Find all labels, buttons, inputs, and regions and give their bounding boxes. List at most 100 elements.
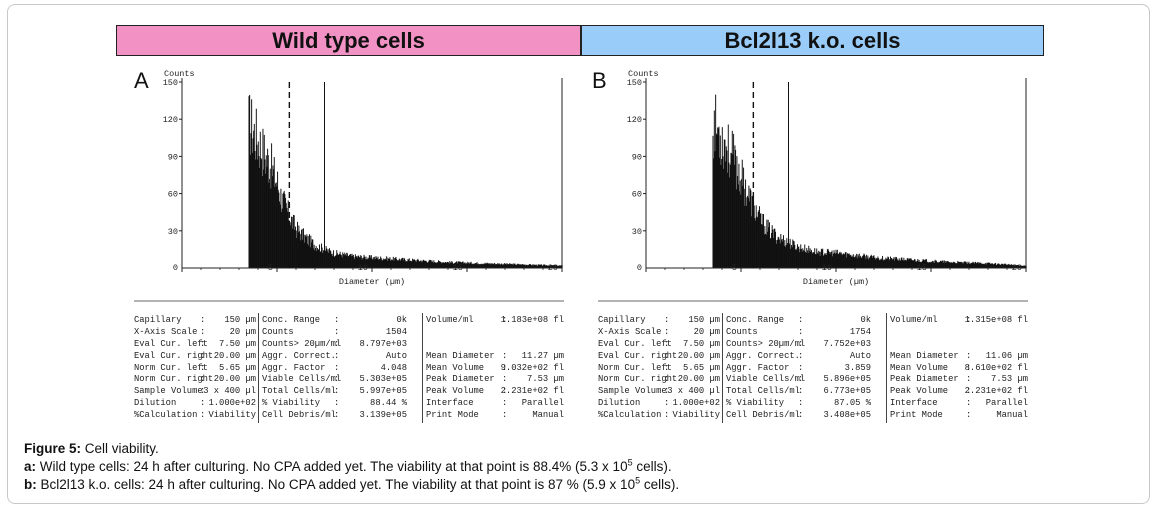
histogram-bar [490,263,492,268]
stats-row: Eval Cur. right:20.00 µm [598,351,720,363]
histogram-bar [406,261,408,268]
stats-row: Eval Cur. left: 7.50 µm [598,339,720,351]
stats-key: Mean Diameter [426,350,495,361]
histogram-bar [997,263,999,268]
stats-row: Mean Volume:9.032e+02 fl [426,363,564,375]
histogram-bar [328,252,330,268]
histogram-bar [894,256,896,268]
histogram-bar [737,184,739,268]
histogram-bar [348,254,350,268]
histogram-bar [530,264,532,268]
histogram-bar [505,263,507,268]
histogram-bar [951,262,953,268]
x-tick-label: 15 [917,263,927,273]
histogram-bar [543,264,545,268]
histogram-bar [325,246,327,268]
histogram-bar [305,235,306,268]
histogram-bar [808,250,810,268]
histogram-bar [986,262,988,268]
histogram-bar [357,255,359,268]
histogram-bar [910,258,911,268]
histogram-bar [352,255,354,268]
histogram-bar [937,262,939,268]
histogram-bar [556,264,558,268]
y-tick-label: 150 [163,78,178,88]
histogram-bar [544,264,546,268]
histogram-bar [442,263,443,268]
histogram-bar [380,258,382,268]
panel-letter: A [134,68,149,93]
histogram-bar [815,254,817,268]
histogram-bar [825,253,827,268]
histogram-bar [340,254,342,268]
histogram-bar [481,263,483,268]
histogram-bar [452,263,454,268]
stats-sep: : [664,374,670,385]
histogram-bar [269,178,271,268]
histogram-bar [940,260,942,268]
histogram-bar [985,264,987,268]
histogram-bar [770,238,772,268]
histogram-bar [922,258,924,268]
histogram-bar [333,256,335,268]
histogram-bar [549,265,551,268]
histogram-bar [545,265,547,268]
histogram-bar [418,261,420,268]
stats-row [890,339,1028,351]
stats-key: Sample Volume [598,386,667,397]
stats-sep: : [502,374,508,385]
histogram-bar [322,252,324,268]
histogram-bar [1020,265,1022,268]
stats-value: 150 µm [688,315,720,325]
histogram-bar [1003,264,1005,268]
histogram-bar [498,264,500,268]
histogram-bar [499,264,501,268]
histogram-bar [789,238,791,268]
histogram-bar [398,260,400,268]
histogram-bar [1003,265,1005,268]
histogram-bar [428,259,430,268]
histogram-bar [937,262,939,268]
histogram-bar [426,261,428,268]
histogram-bar [1001,263,1003,268]
histogram-bar [889,258,891,268]
histogram-bar [745,179,747,268]
histogram-bar [458,261,460,268]
histogram-bar [862,256,864,268]
histogram-bar [408,259,410,268]
histogram-bar [1006,264,1008,268]
histogram-bar [962,261,964,268]
histogram-bar [332,256,334,268]
histogram-bar [721,127,723,269]
histogram-bar [318,249,320,268]
histogram-bar [731,153,733,268]
histogram-bar [389,257,391,268]
histogram-bar [802,250,804,268]
stats-row: Counts> 20µm/ml: 8.797e+03 [262,339,407,351]
histogram-bar [451,261,453,268]
histogram-bar [481,264,483,268]
histogram-bar [354,259,356,268]
histogram-bar [759,213,761,268]
stats-row: Volume/ml:1.183e+08 fl [426,315,564,327]
histogram-bar [884,259,886,268]
histogram-bar [364,259,366,268]
histogram-bar [368,258,370,268]
histogram-bar [518,263,520,268]
column-divider [422,313,423,423]
histogram-bar [816,248,818,268]
histogram-bar [450,262,451,268]
histogram-bar [349,254,351,268]
histogram-bar [443,262,445,268]
histogram-bar [779,243,781,268]
histogram-bar [718,126,720,268]
stats-sep: : [200,386,206,397]
histogram-bar [372,257,374,268]
histogram-bar [971,262,973,268]
histogram-bar [477,264,479,268]
histogram-bar [1017,265,1019,268]
histogram-bar [310,235,312,268]
histogram-bar [900,260,901,268]
histogram-bar [348,255,350,268]
histogram-bar [851,255,853,268]
